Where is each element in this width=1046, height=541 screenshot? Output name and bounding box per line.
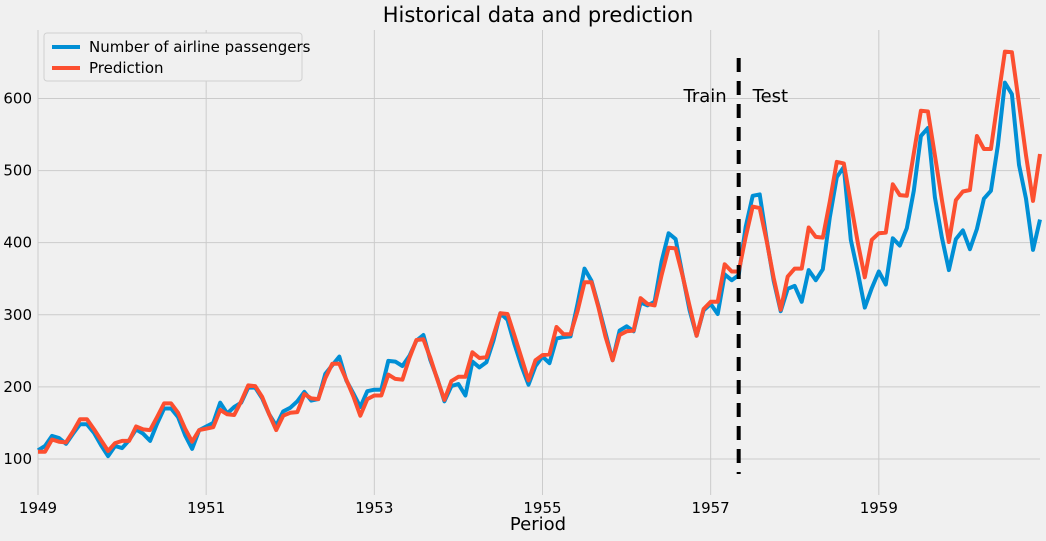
- gridlines: [37, 30, 1040, 495]
- x-tick-label: 1959: [860, 499, 898, 517]
- y-tick-label: 400: [3, 234, 32, 252]
- train-test-split: Train Test: [682, 58, 788, 474]
- y-tick-label: 300: [3, 306, 32, 324]
- legend: Number of airline passengers Prediction: [43, 32, 311, 82]
- x-tick-label: 1955: [523, 499, 561, 517]
- y-tick-label: 200: [3, 378, 32, 396]
- annotation-train: Train: [682, 86, 726, 107]
- x-tick-label: 1957: [692, 499, 730, 517]
- x-tick-label: 1949: [19, 499, 57, 517]
- x-tick-label: 1953: [355, 499, 393, 517]
- x-axis-label: Period: [510, 514, 566, 535]
- x-tick-label: 1951: [187, 499, 225, 517]
- legend-box: [43, 32, 303, 82]
- series-line-prediction: [38, 49, 1042, 454]
- y-tick-label: 600: [3, 89, 32, 107]
- y-tick-label: 100: [3, 450, 32, 468]
- legend-label-prediction: Prediction: [89, 59, 164, 77]
- tick-labels: 100 200 300 400 500 600 1949 1951 1953 1955 1957 19…: [3, 89, 898, 517]
- annotation-test: Test: [752, 86, 788, 107]
- legend-label-actual: Number of airline passengers: [89, 38, 311, 56]
- series-layer: [36, 49, 1042, 459]
- y-tick-label: 500: [3, 162, 32, 180]
- chart-title: Historical data and prediction: [383, 3, 694, 27]
